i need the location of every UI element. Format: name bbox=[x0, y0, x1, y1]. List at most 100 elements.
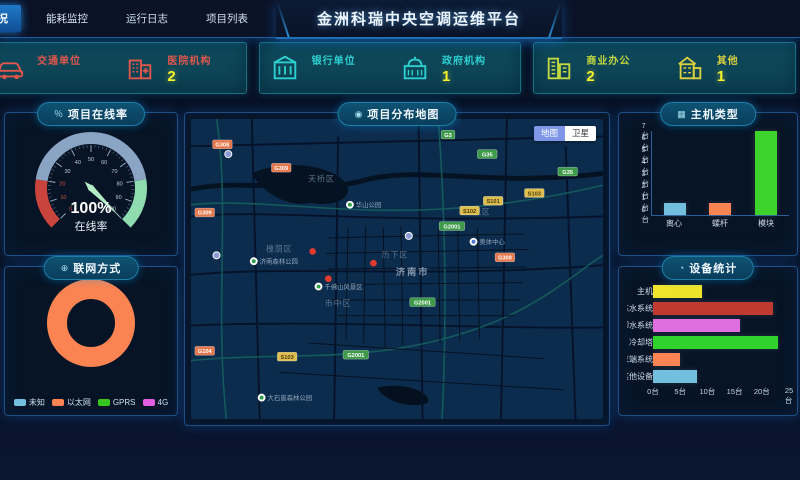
legend-swatch bbox=[51, 399, 64, 406]
panel-project-map: ◉ 项目分布地图 bbox=[184, 102, 610, 426]
map-canvas[interactable]: 天桥区槐荫区历下区市中区历城区 济南市 G308G309G309G104G309… bbox=[191, 119, 603, 419]
page-title: 金洲科瑞中央空调运维平台 bbox=[316, 11, 521, 28]
x-axis-tick: 15台 bbox=[726, 387, 743, 396]
stat-item: 交通单位 bbox=[0, 43, 115, 93]
svg-text:90: 90 bbox=[116, 195, 122, 201]
x-axis-tick: 0台 bbox=[647, 387, 659, 396]
location-icon: ◉ bbox=[354, 108, 363, 119]
x-axis-tick: 10台 bbox=[699, 387, 716, 396]
road-shield-S103: S103 bbox=[277, 352, 298, 362]
panel-header-network: ⊕ 联网方式 bbox=[43, 256, 139, 280]
road-shield-S102: S102 bbox=[459, 205, 480, 216]
svg-text:0: 0 bbox=[69, 207, 72, 213]
bar-其他设备 bbox=[653, 370, 697, 383]
x-axis-label: 模块 bbox=[758, 219, 774, 228]
station-marker bbox=[212, 251, 221, 260]
gauge-value: 100% bbox=[71, 200, 112, 217]
stat-card-1: 交通单位 医院机构 2 bbox=[0, 42, 247, 94]
x-axis-tick: 25台 bbox=[784, 386, 794, 405]
project-marker[interactable] bbox=[324, 275, 332, 283]
nav-tab-2[interactable]: 能耗监控 bbox=[46, 13, 88, 25]
svg-text:70: 70 bbox=[111, 169, 117, 175]
app-title-banner: 金洲科瑞中央空调运维平台 bbox=[276, 0, 562, 39]
legend-item-GPRS[interactable]: GPRS bbox=[97, 397, 136, 408]
poi-大石崮森林公园: 大石崮森林公园 bbox=[257, 393, 313, 402]
globe-icon: ⊕ bbox=[60, 262, 69, 273]
svg-text:大石崮森林公园: 大石崮森林公园 bbox=[268, 393, 313, 402]
stat-value: 2 bbox=[167, 67, 176, 85]
svg-text:30: 30 bbox=[64, 169, 70, 175]
building-icon bbox=[675, 53, 705, 83]
svg-text:S103: S103 bbox=[281, 355, 294, 361]
stat-label: 交通单位 bbox=[37, 55, 81, 67]
station-marker bbox=[224, 150, 233, 159]
pie-icon: ◔ bbox=[678, 262, 685, 273]
y-axis-label: 4台 bbox=[641, 157, 650, 176]
legend-item-未知[interactable]: 未知 bbox=[13, 397, 45, 408]
y-axis-label: 2台 bbox=[641, 181, 650, 200]
bar-末端系统 bbox=[653, 353, 681, 366]
legend-swatch bbox=[13, 399, 26, 406]
svg-text:奥体中心: 奥体中心 bbox=[479, 237, 505, 246]
nav-tab-1[interactable]: 概况 bbox=[0, 5, 21, 32]
device-row: 冷却塔 bbox=[627, 334, 789, 351]
road-shield-G35: G35 bbox=[477, 149, 498, 159]
stat-item: 政府机构 1 bbox=[390, 43, 520, 93]
svg-text:G2001: G2001 bbox=[414, 300, 431, 306]
device-category-label: 主机 bbox=[637, 287, 653, 296]
svg-text:G104: G104 bbox=[198, 349, 213, 355]
road-shield-G3: G3 bbox=[440, 129, 456, 140]
svg-text:G309: G309 bbox=[198, 211, 212, 217]
poi-奥体中心: 奥体中心 bbox=[469, 237, 506, 246]
device-x-axis: 0台 5台 10台 15台 20台 25台 bbox=[647, 385, 793, 405]
poi-千佛山风景区: 千佛山风景区 bbox=[314, 282, 363, 291]
svg-text:S102: S102 bbox=[463, 209, 476, 215]
nav-tab-3[interactable]: 运行日志 bbox=[126, 13, 168, 25]
road-shield-G309: G309 bbox=[271, 163, 292, 173]
map-type-toggle: 地图 卫星 bbox=[533, 126, 596, 142]
bar-冷却水系统 bbox=[653, 319, 741, 332]
map-image: 天桥区槐荫区历下区市中区历城区 济南市 G308G309G309G104G309… bbox=[191, 119, 603, 419]
stat-item: 医院机构 2 bbox=[115, 43, 245, 93]
svg-text:G35: G35 bbox=[482, 152, 493, 158]
road-shield-S103: S103 bbox=[524, 188, 545, 198]
device-category-label: 其他设备 bbox=[627, 372, 653, 381]
nav-tab-4[interactable]: 项目列表 bbox=[206, 13, 248, 25]
y-axis-label: 3台 bbox=[641, 169, 650, 188]
project-marker[interactable] bbox=[309, 248, 316, 255]
panel-network-method: ⊕ 联网方式 未知 以太网 GPRS 4G bbox=[4, 256, 178, 416]
map-city-label: 济南市 bbox=[396, 266, 430, 277]
x-axis-tick: 20台 bbox=[753, 387, 770, 396]
stat-label: 医院机构 bbox=[167, 55, 212, 67]
map-mode-button[interactable]: 地图 bbox=[533, 126, 565, 142]
bank-icon bbox=[270, 53, 300, 83]
project-marker[interactable] bbox=[370, 259, 377, 267]
legend-item-以太网[interactable]: 以太网 bbox=[51, 397, 91, 408]
district-label-槐荫区: 槐荫区 bbox=[266, 243, 292, 253]
legend-item-4G[interactable]: 4G bbox=[142, 397, 168, 408]
device-row: 主机 bbox=[627, 283, 789, 300]
svg-text:10: 10 bbox=[60, 195, 66, 201]
panel-header-map: ◉ 项目分布地图 bbox=[337, 102, 457, 126]
poi-济南森林公园: 济南森林公园 bbox=[249, 257, 298, 266]
stat-value bbox=[37, 68, 81, 85]
stat-item: 银行单位 bbox=[260, 43, 390, 93]
panel-header-online-rate: ％ 项目在线率 bbox=[36, 102, 146, 126]
y-axis-label: 7台 bbox=[641, 121, 650, 140]
stat-value: 1 bbox=[442, 67, 451, 85]
stat-label: 其他 bbox=[716, 55, 739, 67]
stat-value: 1 bbox=[716, 67, 726, 85]
bar-主机 bbox=[653, 285, 702, 298]
legend-swatch bbox=[142, 399, 155, 406]
stat-label: 商业办公 bbox=[586, 55, 631, 67]
panel-title: 联网方式 bbox=[73, 263, 122, 275]
device-category-label: 末端系统 bbox=[627, 355, 653, 364]
svg-text:80: 80 bbox=[117, 181, 123, 187]
panel-title: 设备统计 bbox=[689, 263, 738, 275]
bar-离心 bbox=[663, 203, 686, 215]
panel-header-host-type: ▦ 主机类型 bbox=[660, 102, 756, 126]
road-shield-G309: G309 bbox=[494, 252, 515, 262]
satellite-mode-button[interactable]: 卫星 bbox=[564, 126, 596, 142]
